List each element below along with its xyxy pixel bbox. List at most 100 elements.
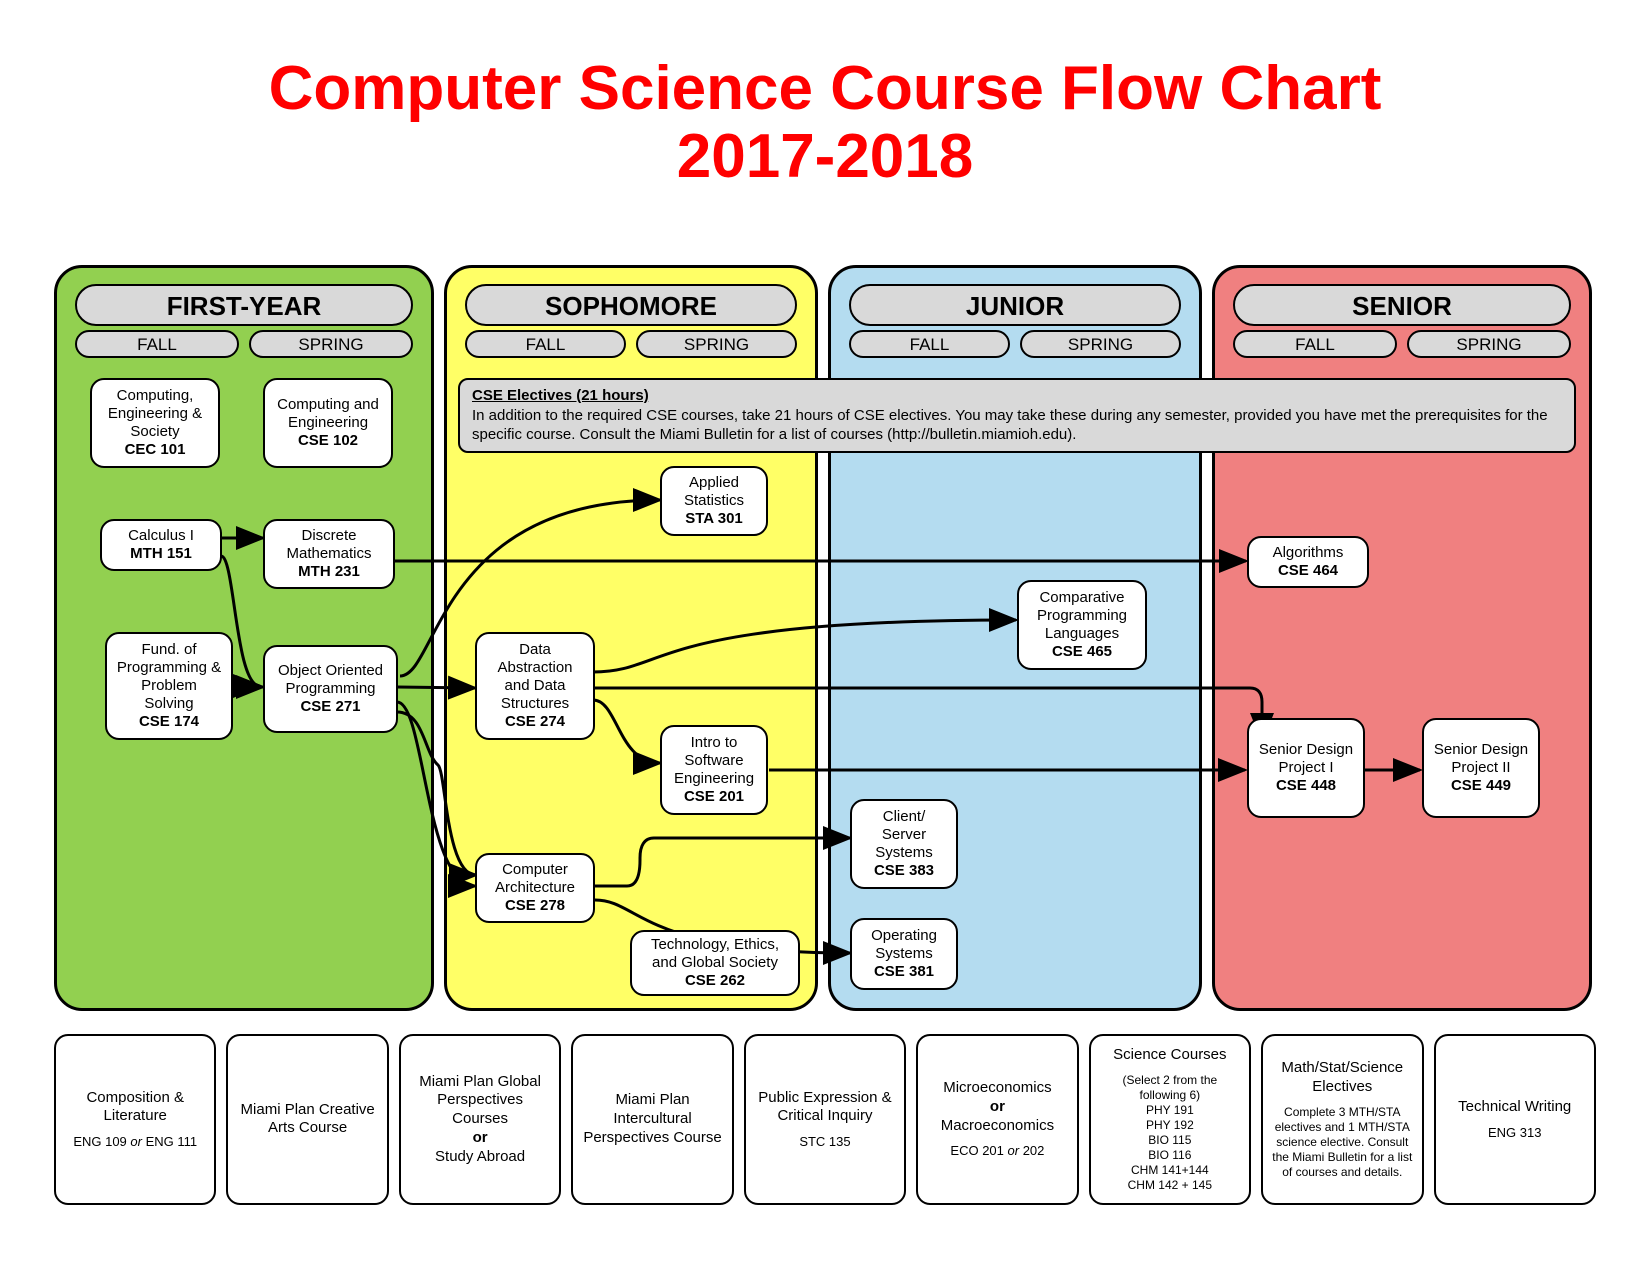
sem-spring-jun: SPRING	[1020, 330, 1181, 358]
electives-text: In addition to the required CSE courses,…	[472, 407, 1548, 444]
electives-title: CSE Electives (21 hours)	[472, 387, 649, 404]
course-name: Technology, Ethics, and Global Society	[640, 936, 790, 972]
course-name: Fund. of Programming & Problem Solving	[115, 641, 223, 713]
course-code: MTH 231	[273, 563, 385, 581]
course-code: MTH 151	[110, 545, 212, 563]
bottom-title: Composition & Literature	[64, 1089, 206, 1127]
course-code: STA 301	[670, 510, 758, 528]
bottom-box-8: Technical Writing ENG 313	[1434, 1034, 1596, 1205]
course-code: CSE 383	[860, 862, 948, 880]
course-cse102: Computing and Engineering CSE 102	[263, 378, 393, 468]
course-name: Senior Design Project I	[1257, 741, 1355, 777]
course-name: Calculus I	[110, 527, 212, 545]
bottom-title: Public Expression & Critical Inquiry	[754, 1089, 896, 1127]
course-name: Data Abstraction and Data Structures	[485, 641, 585, 713]
bottom-title: Miami Plan Creative Arts Course	[236, 1101, 378, 1139]
course-cse271: Object Oriented Programming CSE 271	[263, 645, 398, 733]
title-line-2: 2017-2018	[0, 123, 1650, 191]
bottom-sub: Complete 3 MTH/STA electives and 1 MTH/S…	[1271, 1105, 1413, 1180]
bottom-box-7: Math/Stat/Science Electives Complete 3 MT…	[1261, 1034, 1423, 1205]
bottom-title: Miami Plan Intercultural Perspectives Co…	[581, 1091, 723, 1147]
course-cec101: Computing, Engineering & Society CEC 101	[90, 378, 220, 468]
course-cse464: Algorithms CSE 464	[1247, 536, 1369, 588]
bottom-sub: STC 135	[754, 1134, 896, 1150]
course-name: Object Oriented Programming	[273, 662, 388, 698]
course-code: CSE 274	[485, 713, 585, 731]
page-title: Computer Science Course Flow Chart 2017-…	[0, 0, 1650, 191]
course-code: CSE 174	[115, 713, 223, 731]
sem-fall-sen: FALL	[1233, 330, 1397, 358]
year-header-soph: SOPHOMORE	[465, 284, 797, 326]
course-name: Intro to Software Engineering	[670, 734, 758, 788]
course-name: Computing and Engineering	[273, 396, 383, 432]
course-name: Applied Statistics	[670, 474, 758, 510]
title-line-1: Computer Science Course Flow Chart	[0, 55, 1650, 123]
bottom-title: Miami Plan Global Perspectives Coursesor…	[409, 1073, 551, 1167]
course-code: CSE 448	[1257, 777, 1355, 795]
course-cse201: Intro to Software Engineering CSE 201	[660, 725, 768, 815]
course-code: CSE 271	[273, 698, 388, 716]
sem-spring-first: SPRING	[249, 330, 413, 358]
course-name: Computing, Engineering & Society	[100, 387, 210, 441]
course-mth231: Discrete Mathematics MTH 231	[263, 519, 395, 589]
sem-fall-jun: FALL	[849, 330, 1010, 358]
course-name: Algorithms	[1257, 544, 1359, 562]
sem-spring-sen: SPRING	[1407, 330, 1571, 358]
bottom-box-1: Miami Plan Creative Arts Course	[226, 1034, 388, 1205]
course-code: CSE 102	[273, 432, 383, 450]
course-code: CSE 449	[1432, 777, 1530, 795]
bottom-sub: ENG 313	[1444, 1125, 1586, 1141]
course-cse278: Computer Architecture CSE 278	[475, 853, 595, 923]
course-code: CEC 101	[100, 441, 210, 459]
course-cse449: Senior Design Project II CSE 449	[1422, 718, 1540, 818]
course-name: Operating Systems	[860, 927, 948, 963]
course-code: CSE 464	[1257, 562, 1359, 580]
year-header-jun: JUNIOR	[849, 284, 1181, 326]
year-col-senior: SENIOR FALL SPRING	[1212, 265, 1592, 1011]
bottom-title: Math/Stat/Science Electives	[1271, 1059, 1413, 1097]
sem-labels-first: FALL SPRING	[75, 330, 413, 358]
course-name: Discrete Mathematics	[273, 527, 385, 563]
bottom-box-0: Composition & Literature ENG 109 or ENG 1…	[54, 1034, 216, 1205]
course-name: Client/ Server Systems	[860, 808, 948, 862]
bottom-sub: (Select 2 from the following 6) PHY 191 …	[1099, 1073, 1241, 1193]
course-cse465: Comparative Programming Languages CSE 46…	[1017, 580, 1147, 670]
course-code: CSE 262	[640, 972, 790, 990]
course-code: CSE 201	[670, 788, 758, 806]
sem-spring-soph: SPRING	[636, 330, 797, 358]
bottom-title: MicroeconomicsorMacroeconomics	[926, 1079, 1068, 1135]
cse-electives-box: CSE Electives (21 hours) In addition to …	[458, 378, 1576, 453]
course-name: Senior Design Project II	[1432, 741, 1530, 777]
course-cse174: Fund. of Programming & Problem Solving C…	[105, 632, 233, 740]
bottom-row: Composition & Literature ENG 109 or ENG 1…	[54, 1034, 1596, 1205]
year-header-sen: SENIOR	[1233, 284, 1571, 326]
bottom-box-6: Science Courses (Select 2 from the follow…	[1089, 1034, 1251, 1205]
year-header-first: FIRST-YEAR	[75, 284, 413, 326]
sem-labels-sen: FALL SPRING	[1233, 330, 1571, 358]
course-name: Computer Architecture	[485, 861, 585, 897]
sem-fall-first: FALL	[75, 330, 239, 358]
bottom-title: Technical Writing	[1444, 1098, 1586, 1117]
sem-fall-soph: FALL	[465, 330, 626, 358]
bottom-title: Science Courses	[1099, 1046, 1241, 1065]
course-cse381: Operating Systems CSE 381	[850, 918, 958, 990]
bottom-sub: ECO 201 or 202	[926, 1143, 1068, 1159]
course-cse448: Senior Design Project I CSE 448	[1247, 718, 1365, 818]
bottom-box-2: Miami Plan Global Perspectives Coursesor…	[399, 1034, 561, 1205]
course-code: CSE 381	[860, 963, 948, 981]
bottom-box-3: Miami Plan Intercultural Perspectives Co…	[571, 1034, 733, 1205]
flowchart-canvas: Computer Science Course Flow Chart 2017-…	[0, 0, 1650, 1275]
course-cse274: Data Abstraction and Data Structures CSE…	[475, 632, 595, 740]
sem-labels-soph: FALL SPRING	[465, 330, 797, 358]
course-code: CSE 465	[1027, 643, 1137, 661]
bottom-box-4: Public Expression & Critical Inquiry STC …	[744, 1034, 906, 1205]
bottom-sub: ENG 109 or ENG 111	[64, 1134, 206, 1150]
bottom-box-5: MicroeconomicsorMacroeconomics ECO 201 or…	[916, 1034, 1078, 1205]
course-mth151: Calculus I MTH 151	[100, 519, 222, 571]
course-sta301: Applied Statistics STA 301	[660, 466, 768, 536]
course-code: CSE 278	[485, 897, 585, 915]
course-cse383: Client/ Server Systems CSE 383	[850, 799, 958, 889]
course-name: Comparative Programming Languages	[1027, 589, 1137, 643]
sem-labels-jun: FALL SPRING	[849, 330, 1181, 358]
course-cse262: Technology, Ethics, and Global Society C…	[630, 930, 800, 996]
